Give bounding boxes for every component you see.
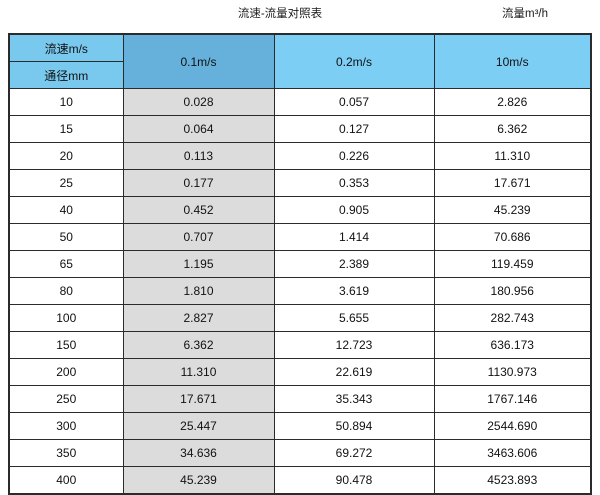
cell-dn: 250 [8, 385, 124, 413]
cell-value-0: 11.310 [122, 358, 275, 386]
cell-value-2: 119.459 [433, 250, 592, 278]
cell-dn: 20 [8, 142, 124, 170]
cell-value-2: 70.686 [433, 223, 592, 251]
cell-value-0: 0.113 [122, 142, 275, 170]
cell-dn: 150 [8, 331, 124, 359]
cell-value-1: 0.127 [273, 115, 435, 143]
cell-value-0: 0.707 [122, 223, 275, 251]
cell-value-0: 0.064 [122, 115, 275, 143]
table-body: 10 0.028 0.057 2.826 15 0.064 0.127 6.36… [8, 88, 592, 495]
table-row: 250 17.671 35.343 1767.146 [8, 385, 592, 413]
cell-value-0: 0.177 [122, 169, 275, 197]
table-row: 150 6.362 12.723 636.173 [8, 331, 592, 359]
cell-value-1: 0.226 [273, 142, 435, 170]
cell-dn: 400 [8, 466, 124, 495]
cell-value-1: 90.478 [273, 466, 435, 495]
cell-value-2: 45.239 [433, 196, 592, 224]
table-row: 80 1.810 3.619 180.956 [8, 277, 592, 305]
table-header-row-bottom: 通径mm [8, 61, 591, 89]
flow-table-container: 流速m/s 0.1m/s 0.2m/s 10m/s 通径mm 10 0.028 … [8, 33, 592, 495]
cell-value-2: 282.743 [433, 304, 592, 332]
cell-value-2: 3463.606 [433, 439, 592, 467]
flow-rate-table-page: 流速-流量对照表 流量m³/h 流速m/s 0.1m/s 0.2m/s 10m/… [0, 6, 600, 495]
cell-dn: 40 [8, 196, 124, 224]
table-row: 65 1.195 2.389 119.459 [8, 250, 592, 278]
cell-value-1: 3.619 [273, 277, 435, 305]
cell-value-0: 0.028 [122, 88, 275, 116]
cell-value-2: 2.826 [433, 88, 592, 116]
cell-value-2: 6.362 [433, 115, 592, 143]
cell-value-0: 45.239 [122, 466, 275, 495]
cell-value-1: 5.655 [273, 304, 435, 332]
cell-value-0: 6.362 [122, 331, 275, 359]
cell-dn: 50 [8, 223, 124, 251]
cell-dn: 200 [8, 358, 124, 386]
table-row: 15 0.064 0.127 6.362 [8, 115, 592, 143]
cell-dn: 10 [8, 88, 124, 116]
cell-value-1: 1.414 [273, 223, 435, 251]
cell-value-1: 35.343 [273, 385, 435, 413]
table-row: 100 2.827 5.655 282.743 [8, 304, 592, 332]
cell-dn: 350 [8, 439, 124, 467]
cell-value-1: 0.353 [273, 169, 435, 197]
table-row: 50 0.707 1.414 70.686 [8, 223, 592, 251]
cell-value-1: 12.723 [273, 331, 435, 359]
cell-value-0: 34.636 [122, 439, 275, 467]
table-title: 流速-流量对照表 [237, 8, 323, 20]
cell-value-2: 1130.973 [433, 358, 592, 386]
column-header-1: 0.2m/s [273, 33, 435, 89]
table-row: 25 0.177 0.353 17.671 [8, 169, 592, 197]
cell-dn: 15 [8, 115, 124, 143]
cell-value-2: 180.956 [433, 277, 592, 305]
cell-value-1: 2.389 [273, 250, 435, 278]
flow-rate-comparison-table: 流速m/s 0.1m/s 0.2m/s 10m/s 通径mm 10 0.028 … [8, 33, 592, 495]
table-header-row-top: 流速m/s 0.1m/s 0.2m/s 10m/s [8, 33, 592, 89]
corner-header-velocity: 流速m/s [8, 33, 124, 62]
cell-dn: 300 [8, 412, 124, 440]
cell-dn: 25 [8, 169, 124, 197]
cell-value-1: 50.894 [273, 412, 435, 440]
cell-value-0: 1.195 [122, 250, 275, 278]
table-row: 400 45.239 90.478 4523.893 [8, 466, 592, 495]
cell-value-2: 17.671 [433, 169, 592, 197]
corner-header-diameter: 通径mm [8, 61, 124, 89]
column-header-0: 0.1m/s [122, 33, 275, 89]
table-header: 流速m/s 0.1m/s 0.2m/s 10m/s 通径mm [8, 33, 592, 89]
cell-value-2: 2544.690 [433, 412, 592, 440]
table-row: 200 11.310 22.619 1130.973 [8, 358, 592, 386]
cell-value-0: 25.447 [122, 412, 275, 440]
table-row: 300 25.447 50.894 2544.690 [8, 412, 592, 440]
cell-value-1: 22.619 [273, 358, 435, 386]
table-row: 10 0.028 0.057 2.826 [8, 88, 592, 116]
column-header-2: 10m/s [433, 33, 592, 89]
cell-value-0: 17.671 [122, 385, 275, 413]
cell-value-1: 0.057 [273, 88, 435, 116]
cell-value-2: 1767.146 [433, 385, 592, 413]
table-row: 350 34.636 69.272 3463.606 [8, 439, 592, 467]
cell-value-0: 0.452 [122, 196, 275, 224]
cell-dn: 80 [8, 277, 124, 305]
table-row: 40 0.452 0.905 45.239 [8, 196, 592, 224]
cell-value-2: 11.310 [433, 142, 592, 170]
table-row: 20 0.113 0.226 11.310 [8, 142, 592, 170]
caption-row: 流速-流量对照表 流量m³/h [0, 6, 600, 28]
cell-value-1: 0.905 [273, 196, 435, 224]
cell-dn: 65 [8, 250, 124, 278]
cell-value-2: 636.173 [433, 331, 592, 359]
cell-value-0: 1.810 [122, 277, 275, 305]
cell-value-2: 4523.893 [433, 466, 592, 495]
cell-value-1: 69.272 [273, 439, 435, 467]
cell-value-0: 2.827 [122, 304, 275, 332]
flow-unit-label: 流量m³/h [502, 8, 548, 20]
cell-dn: 100 [8, 304, 124, 332]
